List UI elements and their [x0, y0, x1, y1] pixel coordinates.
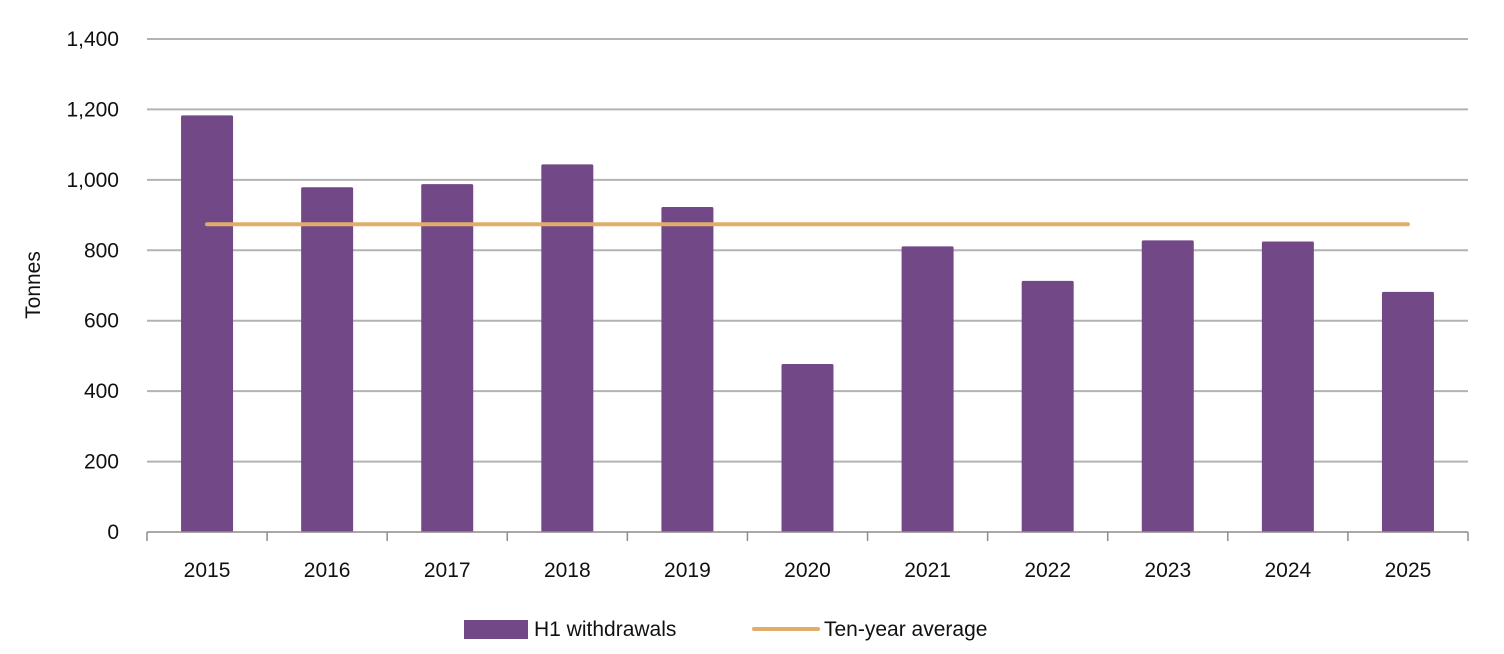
legend-label-bars: H1 withdrawals — [534, 618, 676, 641]
x-tick-label: 2018 — [544, 559, 591, 582]
bar — [301, 187, 354, 532]
x-tick-label: 2022 — [1024, 559, 1071, 582]
bar — [1261, 241, 1314, 532]
y-tick-label: 0 — [107, 521, 119, 544]
x-tick-label: 2020 — [784, 559, 831, 582]
bar — [421, 184, 474, 532]
x-tick-label: 2015 — [184, 559, 231, 582]
x-tick-label: 2019 — [664, 559, 711, 582]
x-tick-labels: 2015 2016 2017 2018 2019 2020 2021 2022 2023 2024… — [184, 559, 1432, 582]
y-gridlines — [147, 38, 1468, 463]
x-tick-label: 2024 — [1265, 559, 1312, 582]
legend-swatch-bars — [464, 620, 528, 639]
x-axis — [146, 531, 1469, 541]
y-tick-label: 1,200 — [66, 98, 119, 121]
bar-series — [181, 115, 1434, 532]
x-tick-label: 2025 — [1385, 559, 1432, 582]
x-tick-label: 2021 — [904, 559, 951, 582]
bar — [1141, 240, 1194, 532]
y-tick-label: 1,400 — [66, 28, 119, 51]
bar — [541, 164, 594, 532]
x-tick-label: 2023 — [1144, 559, 1191, 582]
bar — [661, 206, 714, 532]
y-tick-labels: 0 200 400 600 800 1,000 1,200 1,400 — [66, 28, 119, 544]
legend: H1 withdrawals Ten-year average — [464, 618, 987, 641]
y-tick-label: 400 — [84, 380, 119, 403]
y-tick-label: 1,000 — [66, 169, 119, 192]
bar — [181, 115, 234, 532]
bar — [1381, 291, 1434, 532]
y-tick-label: 800 — [84, 239, 119, 262]
bar — [1021, 280, 1074, 532]
y-tick-label: 600 — [84, 310, 119, 333]
legend-label-line: Ten-year average — [824, 618, 987, 641]
x-tick-label: 2017 — [424, 559, 471, 582]
y-tick-label: 200 — [84, 451, 119, 474]
bar — [901, 246, 954, 532]
bar — [781, 364, 834, 532]
y-axis-title: Tonnes — [22, 251, 45, 319]
x-tick-label: 2016 — [304, 559, 351, 582]
